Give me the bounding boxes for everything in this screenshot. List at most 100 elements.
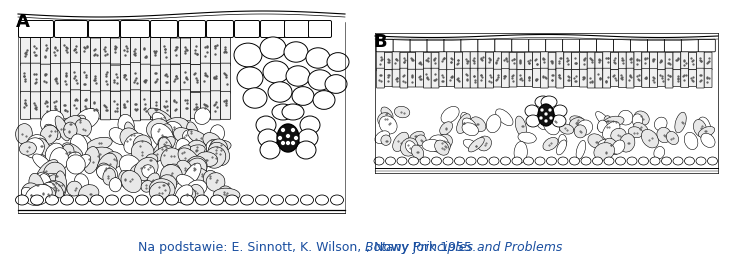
Ellipse shape xyxy=(597,120,607,133)
Ellipse shape xyxy=(412,145,424,159)
Ellipse shape xyxy=(159,137,173,161)
Ellipse shape xyxy=(409,131,424,142)
Ellipse shape xyxy=(151,124,174,148)
Ellipse shape xyxy=(154,137,175,158)
Ellipse shape xyxy=(641,129,659,148)
Ellipse shape xyxy=(598,139,612,148)
Ellipse shape xyxy=(163,117,189,136)
Ellipse shape xyxy=(29,173,45,198)
Ellipse shape xyxy=(260,37,286,59)
FancyBboxPatch shape xyxy=(100,35,110,67)
FancyBboxPatch shape xyxy=(610,70,618,87)
Ellipse shape xyxy=(441,142,450,153)
Ellipse shape xyxy=(696,157,706,165)
Ellipse shape xyxy=(462,123,479,136)
Ellipse shape xyxy=(34,172,50,188)
Ellipse shape xyxy=(83,147,99,173)
Ellipse shape xyxy=(42,187,56,201)
FancyBboxPatch shape xyxy=(20,91,31,119)
Ellipse shape xyxy=(158,136,172,150)
FancyBboxPatch shape xyxy=(385,53,393,69)
Ellipse shape xyxy=(294,135,298,140)
Ellipse shape xyxy=(270,195,284,205)
FancyBboxPatch shape xyxy=(70,36,80,65)
Ellipse shape xyxy=(634,122,648,134)
FancyBboxPatch shape xyxy=(478,39,495,52)
Ellipse shape xyxy=(260,141,280,159)
Text: Na podstawie: E. Sinnott, K. Wilson,: Na podstawie: E. Sinnott, K. Wilson, xyxy=(137,242,365,254)
Ellipse shape xyxy=(272,104,294,120)
Ellipse shape xyxy=(164,164,175,180)
FancyBboxPatch shape xyxy=(80,64,91,93)
Ellipse shape xyxy=(75,109,99,129)
FancyBboxPatch shape xyxy=(689,70,697,87)
Ellipse shape xyxy=(165,195,178,205)
FancyBboxPatch shape xyxy=(681,39,698,52)
Ellipse shape xyxy=(619,134,635,152)
FancyBboxPatch shape xyxy=(410,39,427,52)
FancyBboxPatch shape xyxy=(235,21,260,37)
Ellipse shape xyxy=(159,175,177,192)
FancyBboxPatch shape xyxy=(580,69,587,87)
Ellipse shape xyxy=(37,185,50,201)
FancyBboxPatch shape xyxy=(455,68,463,88)
Ellipse shape xyxy=(570,116,585,126)
Ellipse shape xyxy=(401,138,418,156)
Ellipse shape xyxy=(443,157,453,165)
FancyBboxPatch shape xyxy=(151,21,178,37)
Ellipse shape xyxy=(523,157,534,165)
Ellipse shape xyxy=(544,119,548,123)
FancyBboxPatch shape xyxy=(140,35,151,67)
FancyBboxPatch shape xyxy=(572,70,580,87)
Ellipse shape xyxy=(673,157,683,165)
FancyBboxPatch shape xyxy=(564,70,572,87)
FancyBboxPatch shape xyxy=(556,68,564,88)
FancyBboxPatch shape xyxy=(580,39,596,52)
Ellipse shape xyxy=(234,43,262,67)
Ellipse shape xyxy=(708,157,718,165)
Ellipse shape xyxy=(635,111,649,125)
FancyBboxPatch shape xyxy=(121,21,150,37)
Ellipse shape xyxy=(397,157,407,165)
FancyBboxPatch shape xyxy=(55,21,88,37)
Ellipse shape xyxy=(203,170,218,186)
FancyBboxPatch shape xyxy=(191,92,200,118)
Ellipse shape xyxy=(45,143,64,162)
Ellipse shape xyxy=(33,154,51,171)
FancyBboxPatch shape xyxy=(393,51,400,71)
Ellipse shape xyxy=(97,153,117,180)
FancyBboxPatch shape xyxy=(121,91,131,120)
FancyBboxPatch shape xyxy=(444,39,461,52)
Ellipse shape xyxy=(174,145,191,161)
Ellipse shape xyxy=(313,91,335,109)
FancyBboxPatch shape xyxy=(191,65,200,92)
Ellipse shape xyxy=(132,141,154,163)
FancyBboxPatch shape xyxy=(408,53,416,69)
Ellipse shape xyxy=(48,175,61,190)
Ellipse shape xyxy=(142,165,154,178)
FancyBboxPatch shape xyxy=(447,70,455,87)
Ellipse shape xyxy=(292,87,314,105)
Ellipse shape xyxy=(378,113,393,127)
Ellipse shape xyxy=(186,145,205,157)
FancyBboxPatch shape xyxy=(161,64,170,92)
FancyBboxPatch shape xyxy=(88,21,119,37)
Ellipse shape xyxy=(56,171,67,196)
FancyBboxPatch shape xyxy=(564,52,572,70)
Ellipse shape xyxy=(41,182,56,199)
FancyBboxPatch shape xyxy=(100,63,110,93)
FancyBboxPatch shape xyxy=(603,68,610,88)
FancyBboxPatch shape xyxy=(470,51,478,70)
Ellipse shape xyxy=(205,147,226,168)
FancyBboxPatch shape xyxy=(211,91,221,120)
FancyBboxPatch shape xyxy=(572,53,580,69)
Ellipse shape xyxy=(186,167,211,182)
Ellipse shape xyxy=(195,195,208,205)
Ellipse shape xyxy=(549,116,553,120)
Ellipse shape xyxy=(638,157,648,165)
Ellipse shape xyxy=(632,114,643,126)
Ellipse shape xyxy=(602,121,620,139)
Ellipse shape xyxy=(149,179,175,200)
FancyBboxPatch shape xyxy=(478,51,486,71)
FancyBboxPatch shape xyxy=(587,52,595,70)
